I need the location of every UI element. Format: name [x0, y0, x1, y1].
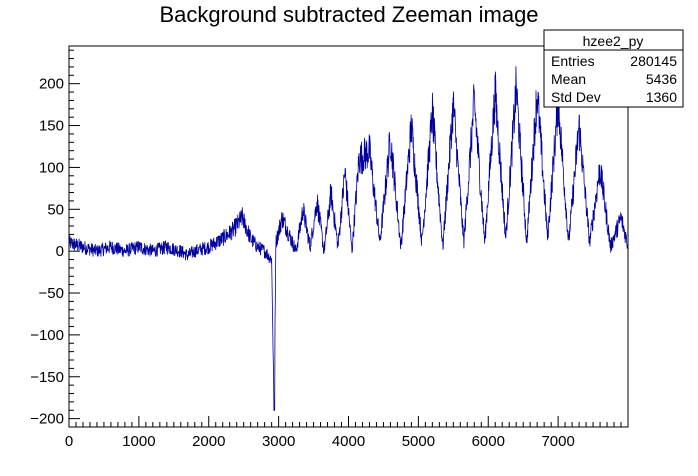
y-tick-label: −150 — [30, 369, 64, 386]
x-tick-label: 6000 — [472, 433, 505, 450]
x-tick-label: 0 — [65, 433, 73, 450]
stats-box-frame — [543, 29, 684, 108]
y-tick-label: −200 — [30, 411, 64, 428]
stats-entries-label: Entries — [551, 53, 595, 69]
y-tick-label: 200 — [39, 76, 64, 93]
y-tick-label: 0 — [56, 243, 64, 260]
stats-entries-value: 280145 — [630, 53, 677, 69]
y-tick-label: 50 — [47, 201, 64, 218]
stats-stddev-label: Std Dev — [551, 89, 601, 105]
stats-stddev-value: 1360 — [646, 89, 677, 105]
x-tick-label: 2000 — [192, 433, 225, 450]
y-tick-label: −100 — [30, 327, 64, 344]
plot-frame — [68, 45, 629, 428]
stats-mean-label: Mean — [551, 71, 586, 87]
x-tick-label: 4000 — [332, 433, 365, 450]
axis-layer: 0 1000 2000 3000 4000 5000 6000 7000−200−150−10… — [30, 49, 629, 450]
y-tick-label: −50 — [39, 285, 64, 302]
x-tick-label: 7000 — [541, 433, 574, 450]
x-tick-label: 5000 — [402, 433, 435, 450]
stats-mean-value: 5436 — [646, 71, 677, 87]
series-line — [68, 66, 628, 411]
x-tick-label: 1000 — [122, 433, 155, 450]
y-tick-label: 100 — [39, 159, 64, 176]
y-tick-label: 150 — [39, 118, 64, 135]
stats-box: hzee2_py Entries 280145 Mean 5436 Std De… — [543, 29, 684, 108]
stats-box-name: hzee2_py — [583, 33, 644, 49]
series-layer — [68, 66, 628, 411]
chart-title: Background subtracted Zeeman image — [159, 2, 538, 27]
x-tick-label: 3000 — [262, 433, 295, 450]
